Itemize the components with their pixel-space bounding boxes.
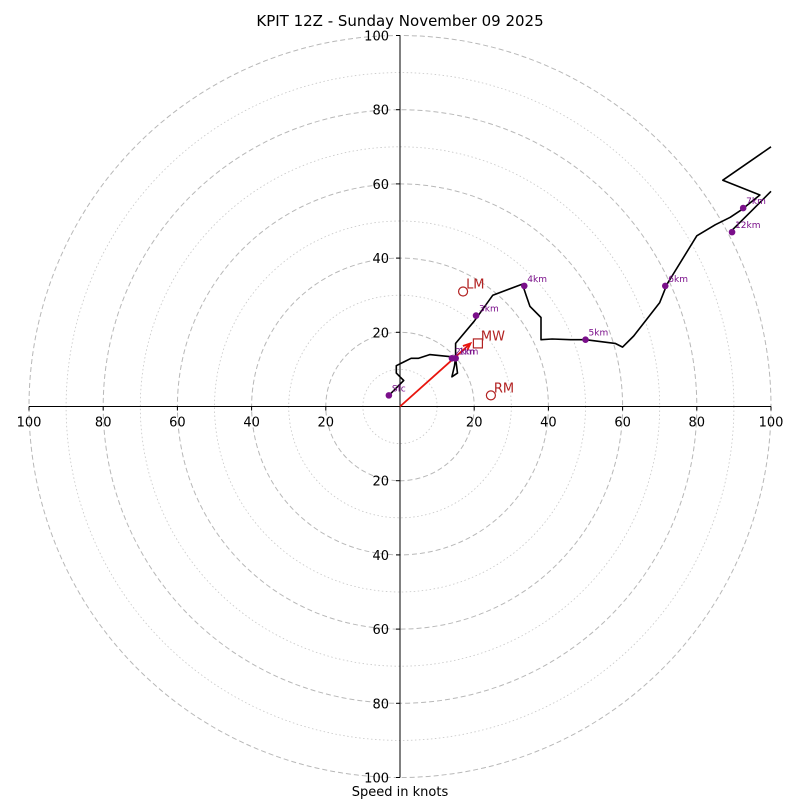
bunkers-arrowhead: [462, 341, 473, 352]
x-tick-label: 20: [318, 416, 335, 431]
x-tick-label: 80: [689, 416, 706, 431]
x-tick-label: 40: [243, 416, 260, 431]
x-tick-label: 100: [759, 416, 784, 431]
height-marker: [582, 336, 589, 344]
y-tick-label: 80: [372, 697, 389, 712]
storm-motion-marker: [485, 390, 496, 401]
plot-area: [388, 146, 772, 396]
x-tick-label: 100: [17, 416, 42, 431]
bunkers-vector: [399, 342, 472, 408]
y-tick-label: 40: [372, 252, 389, 267]
height-marker-label: 1km: [459, 347, 479, 357]
height-marker-label: 3km: [479, 305, 499, 315]
height-marker: [448, 354, 456, 362]
height-marker-label: Sfc: [392, 384, 406, 394]
height-marker-label: 5km: [589, 329, 609, 339]
storm-motion-label: LM: [466, 277, 484, 292]
storm-motion-marker: [472, 338, 484, 349]
storm-motion-label: MW: [481, 329, 505, 344]
y-tick-label: 40: [372, 549, 389, 564]
y-tick-label: 100: [364, 772, 389, 787]
x-axis-label: Speed in knots: [352, 785, 449, 800]
y-tick-label: 20: [372, 326, 389, 341]
y-tick-label: 20: [372, 475, 389, 490]
storm-motion-marker: [457, 286, 469, 297]
x-tick-label: 80: [95, 416, 112, 431]
height-marker-label: 6km: [668, 275, 688, 285]
height-marker: [385, 392, 393, 399]
height-marker: [472, 312, 480, 319]
height-marker: [661, 282, 669, 290]
x-tick-label: 20: [466, 416, 483, 431]
y-tick-label: 60: [372, 623, 389, 638]
height-marker: [520, 282, 528, 290]
height-marker: [739, 204, 747, 212]
chart-title: KPIT 12Z - Sunday November 09 2025: [256, 12, 543, 30]
height-marker-label: 2km: [455, 347, 475, 357]
x-tick-label: 40: [540, 416, 557, 431]
storm-motion-label: RM: [494, 381, 514, 396]
height-marker: [728, 228, 736, 236]
height-marker-label: 12km: [735, 221, 760, 231]
tick-labels: 100 80 60 40 20 20 40 60 80 100 100 80 60 40 20 20 40 60 8…: [17, 30, 784, 787]
y-tick-label: 80: [372, 104, 389, 119]
y-tick-label: 100: [364, 30, 389, 45]
height-marker-label: 7km: [746, 197, 766, 207]
height-marker-label: 4km: [527, 275, 547, 285]
y-tick-label: 60: [372, 178, 389, 193]
hodograph-trace: [388, 146, 772, 396]
hodograph-trace-upper: [729, 190, 772, 233]
x-tick-label: 60: [614, 416, 631, 431]
x-tick-label: 60: [169, 416, 186, 431]
